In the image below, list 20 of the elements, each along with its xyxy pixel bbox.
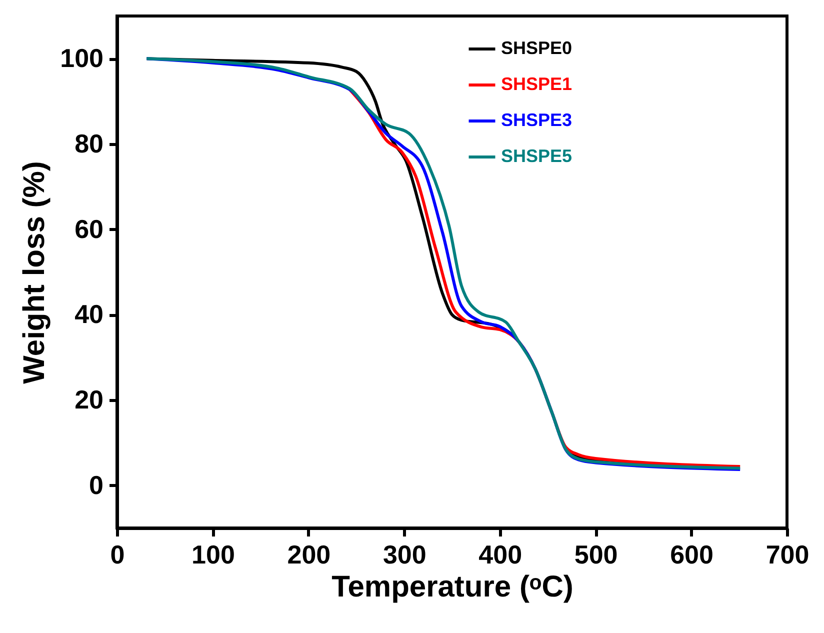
x-tick-label: 400 bbox=[478, 540, 522, 570]
y-tick-label: 40 bbox=[74, 299, 104, 330]
x-tick-label: 300 bbox=[382, 540, 426, 570]
legend-label: SHSPE1 bbox=[501, 74, 572, 94]
y-tick-label: 100 bbox=[60, 43, 104, 74]
legend-label: SHSPE3 bbox=[501, 110, 572, 130]
x-axis-title: Temperature (ᵒC) bbox=[332, 570, 574, 604]
x-tick-label: 700 bbox=[766, 540, 810, 570]
x-tick-label: 100 bbox=[192, 540, 235, 570]
y-tick-label: 80 bbox=[74, 128, 104, 158]
legend-label: SHSPE5 bbox=[501, 146, 572, 166]
x-tick-label: 600 bbox=[670, 540, 714, 570]
legend-label: SHSPE0 bbox=[501, 38, 572, 58]
y-tick-label: 0 bbox=[89, 470, 104, 500]
x-tick-label: 200 bbox=[287, 540, 331, 570]
x-tick-label: 500 bbox=[574, 540, 618, 570]
x-tick-label: 0 bbox=[110, 540, 125, 570]
y-tick-label: 60 bbox=[74, 214, 104, 244]
y-tick-label: 20 bbox=[74, 384, 104, 414]
y-axis-title: Weight loss (%) bbox=[18, 161, 52, 384]
